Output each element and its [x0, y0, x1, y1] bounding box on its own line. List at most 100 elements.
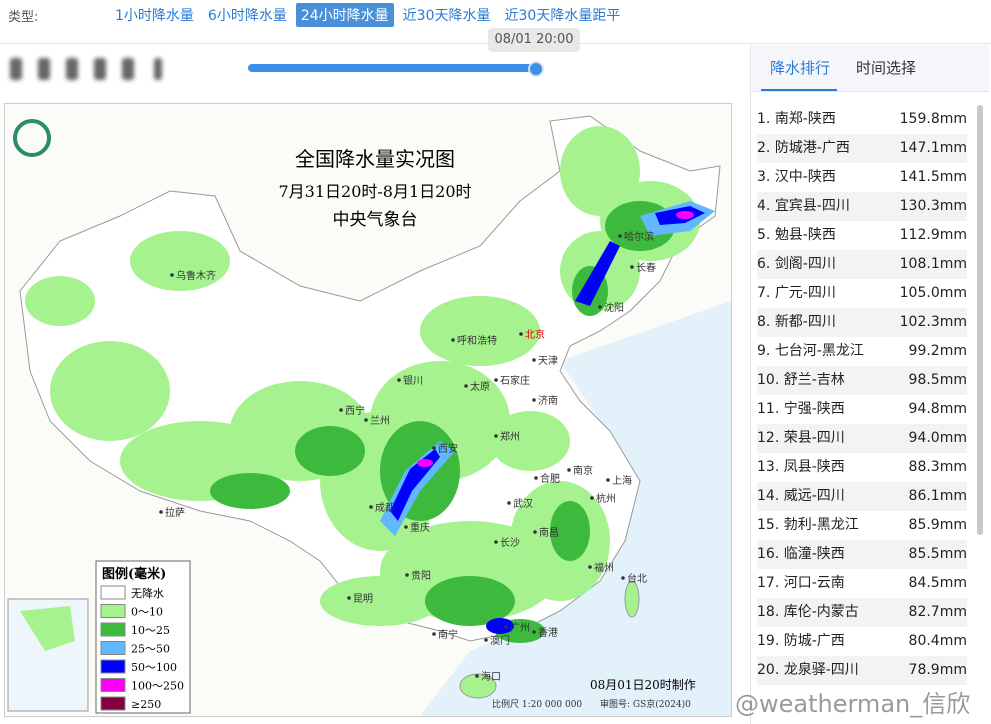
city-label: 福州 [594, 561, 614, 574]
rank-place: 七台河-黑龙江 [774, 343, 864, 359]
panel-tab[interactable]: 降水排行 [770, 59, 831, 77]
city-label: 西安 [438, 442, 458, 455]
ranking-row: 11. 宁强-陕西 94.8mm [757, 395, 967, 424]
ranking-row: 8. 新都-四川 102.3mm [757, 308, 967, 337]
rank-place: 防城港-广西 [774, 140, 850, 156]
rank-place: 勃利-黑龙江 [783, 517, 859, 533]
ranking-row: 3. 汉中-陕西 141.5mm [757, 163, 967, 192]
sea [420, 301, 731, 716]
city-label: 北京 [525, 328, 545, 341]
legend-label: 10～25 [131, 624, 170, 637]
city-label: 银川 [403, 374, 423, 387]
map-subtitle: 7月31日20时-8月1日20时 [278, 182, 471, 201]
panel-tab[interactable]: 时间选择 [856, 59, 917, 77]
city-label: 长沙 [500, 537, 520, 549]
city-dot [494, 378, 498, 382]
rank-amount: 94.8mm [908, 401, 967, 417]
ranking-row: 6. 剑阁-四川 108.1mm [757, 250, 967, 279]
rank-amount: 85.5mm [908, 546, 967, 562]
rank-amount: 85.9mm [908, 517, 967, 533]
blurred-icon [38, 58, 50, 80]
legend: 图例(毫米) 无降水 0～10 10～25 25～50 50～100 100～250 ≥25… [95, 560, 191, 714]
panel-tabs: 降水排行 时间选择 [751, 45, 989, 92]
rank-number: 9. [757, 343, 771, 359]
ranking-row: 18. 库伦-内蒙古 82.7mm [757, 598, 967, 627]
taiwan [624, 580, 640, 618]
city-dot [364, 418, 368, 422]
city-label: 香港 [538, 627, 558, 639]
rank-amount: 141.5mm [899, 169, 967, 185]
rank-amount: 80.4mm [908, 633, 967, 649]
city-label: 海口 [481, 670, 501, 683]
ranking-row: 16. 临潼-陕西 85.5mm [757, 540, 967, 569]
rank-place: 勉县-陕西 [774, 227, 836, 243]
ranking-row: 13. 凤县-陕西 88.3mm [757, 453, 967, 482]
type-tab[interactable]: 近30天降水量距平 [504, 8, 621, 24]
ranking-row: 9. 七台河-黑龙江 99.2mm [757, 337, 967, 366]
city-label: 上海 [612, 474, 632, 487]
city-label: 石家庄 [500, 374, 530, 387]
type-label: 类型: [8, 10, 39, 25]
legend-title: 图例(毫米) [102, 566, 166, 582]
city-dot [519, 332, 523, 336]
type-tabs: 1小时降水量 6小时降水量 24小时降水量 近30天降水量 近30天降水量距平 [110, 3, 625, 27]
blurred-icon [122, 58, 134, 80]
city-dot [590, 496, 594, 500]
ranking-row: 2. 防城港-广西 147.1mm [757, 134, 967, 163]
city-label: 南京 [573, 464, 593, 477]
ranking-row: 14. 威远-四川 86.1mm [757, 482, 967, 511]
city-dot [507, 501, 511, 505]
city-label: 长春 [636, 262, 656, 274]
ranking-row: 10. 舒兰-吉林 98.5mm [757, 366, 967, 395]
rank-amount: 94.0mm [908, 430, 967, 446]
blurred-icon [66, 58, 78, 80]
city-dot [451, 338, 455, 342]
type-tab[interactable]: 6小时降水量 [207, 8, 287, 24]
rank-number: 19. [757, 633, 780, 649]
city-dot [405, 573, 409, 577]
slider-knob[interactable] [528, 61, 544, 77]
city-dot [630, 265, 634, 269]
rank-place: 威远-四川 [783, 488, 845, 504]
rank-place: 剑阁-四川 [774, 256, 836, 272]
city-dot [397, 378, 401, 382]
rank-place: 汉中-陕西 [774, 169, 836, 185]
ranking-row: 17. 河口-云南 84.5mm [757, 569, 967, 598]
type-tab[interactable]: 24小时降水量 [295, 3, 394, 27]
type-tab[interactable]: 1小时降水量 [115, 8, 194, 24]
city-dot [432, 632, 436, 636]
city-label: 济南 [538, 394, 558, 407]
scrollbar[interactable] [977, 105, 983, 535]
city-label: 重庆 [410, 521, 430, 534]
city-label: 西宁 [345, 404, 365, 417]
type-tab[interactable]: 近30天降水量 [402, 8, 491, 24]
rank-number: 4. [757, 198, 771, 214]
rank-amount: 84.5mm [908, 575, 967, 591]
rank-amount: 105.0mm [899, 285, 967, 301]
rank-amount: 99.2mm [908, 343, 967, 359]
city-label: 南宁 [438, 628, 458, 641]
side-panel: 降水排行 时间选择 1. 南郑-陕西 159.8mm 2. 防城港-广西 147.1m… [750, 45, 989, 724]
map-issuer: 中央气象台 [333, 210, 418, 230]
ranking-row: 12. 荣县-四川 94.0mm [757, 424, 967, 453]
city-label: 武汉 [513, 497, 533, 510]
city-label: 太原 [470, 380, 490, 393]
ranking-row: 15. 勃利-黑龙江 85.9mm [757, 511, 967, 540]
tab-underline [761, 89, 837, 91]
inset-land [20, 606, 75, 651]
ranking-row: 19. 防城-广西 80.4mm [757, 627, 967, 656]
city-dot [588, 565, 592, 569]
ranking-row: 7. 广元-四川 105.0mm [757, 279, 967, 308]
scale: 比例尺 1:20 000 000 [492, 698, 582, 710]
city-label: 台北 [627, 572, 647, 585]
city-dot [532, 398, 536, 402]
blurred-icon [94, 58, 106, 80]
rank-amount: 108.1mm [899, 256, 967, 272]
rank-amount: 78.9mm [908, 662, 967, 678]
rank-number: 18. [757, 604, 780, 620]
logo [13, 119, 51, 157]
city-dot [347, 596, 351, 600]
rank-number: 20. [757, 662, 780, 678]
time-slider[interactable] [248, 64, 535, 72]
